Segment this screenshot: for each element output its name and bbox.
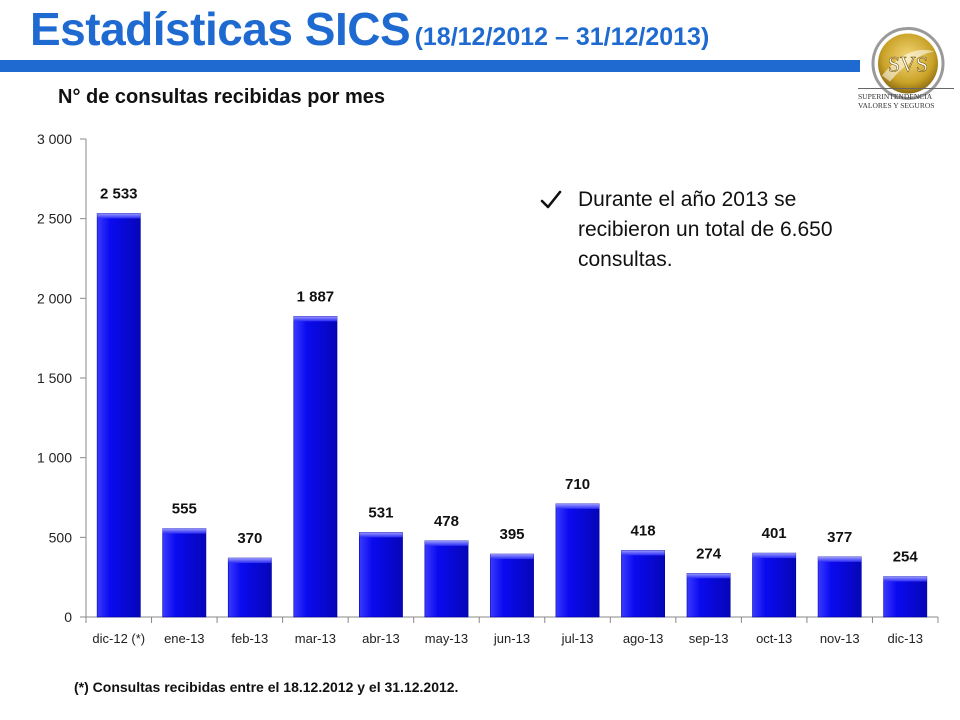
summary-note-text: Durante el año 2013 se recibieron un tot… [578,188,833,271]
bar-cap [97,213,141,219]
bar-cap [359,532,403,538]
logo-swoosh [882,49,934,82]
logo-caption-rule [858,88,954,89]
bar-cap [162,528,206,534]
x-tick-label: abr-13 [362,631,400,646]
title-underline [0,60,860,72]
logo-caption-line2: VALORES Y SEGUROS [858,101,935,110]
x-tick-label: dic-13 [888,631,923,646]
bar-cap [228,558,272,564]
svs-logo: SVS [871,27,945,100]
data-labels: 2 533 555 370 1 887 531 478 395 710 418 274 401 377… [100,185,918,565]
bar [227,557,272,618]
bar [293,316,338,618]
chart-subtitle: N° de consultas recibidas por mes [58,86,385,108]
bar [686,573,731,618]
bar [817,556,862,618]
bar-cap [883,576,927,582]
bar-chart: 0 500 1 000 1 500 2 000 2 500 3 000 dic-12 (*)… [37,131,939,646]
x-tick-label: feb-13 [231,631,268,646]
bar-cap [293,316,338,322]
x-tick-label: nov-13 [820,631,860,646]
bar [490,553,534,618]
data-label: 710 [565,476,590,493]
x-tick-label: sep-13 [689,631,729,646]
bar [883,576,928,618]
x-tick-label: may-13 [425,631,468,646]
bar-cap [752,553,796,559]
bar [555,503,600,618]
bar [752,552,797,618]
y-tick-label: 2 000 [37,290,72,306]
title-date-range: (18/12/2012 – 31/12/2013) [414,23,710,51]
bar [358,532,403,618]
footnote: (*) Consultas recibidas entre el 18.12.2… [74,679,459,695]
logo-caption-line1: SUPERINTENDENCIA [858,92,933,101]
data-label: 1 887 [297,288,335,305]
x-tick-label: mar-13 [295,631,336,646]
data-label: 377 [827,529,852,546]
bar-cap [424,540,469,546]
summary-note: Durante el año 2013 se recibieron un tot… [540,185,840,275]
y-tick-label: 0 [64,609,72,625]
y-tick-label: 2 500 [37,211,72,227]
bar [621,550,666,618]
y-axis: 0 500 1 000 1 500 2 000 2 500 3 000 [37,131,87,625]
data-label: 418 [631,522,656,539]
y-tick-label: 500 [49,529,73,545]
bar [96,213,141,618]
x-tick-label: ene-13 [164,631,204,646]
x-tick-label: oct-13 [756,631,792,646]
data-label: 370 [237,530,262,547]
logo-caption: SUPERINTENDENCIA VALORES Y SEGUROS [858,88,958,110]
y-tick-label: 1 000 [37,450,72,466]
logo-monogram: SVS [888,52,928,77]
bars [96,213,928,618]
title-main: Estadísticas SICS [30,3,411,55]
page-title: Estadísticas SICS (18/12/2012 – 31/12/20… [30,2,709,56]
x-axis: dic-12 (*) ene-13 feb-13 mar-13 abr-13 may-13… [85,616,939,646]
data-label: 531 [368,504,393,521]
data-label: 395 [499,526,524,543]
data-label: 401 [762,525,787,542]
y-tick-label: 1 500 [37,370,72,386]
bar-cap [490,554,534,560]
bar [424,540,469,618]
check-icon [540,190,562,209]
data-label: 2 533 [100,185,138,202]
data-label: 274 [696,545,722,562]
data-label: 555 [172,501,197,518]
x-tick-label: ago-13 [623,631,663,646]
data-label: 254 [893,549,919,566]
bar-cap [818,556,862,562]
x-tick-label: jul-13 [561,631,594,646]
x-tick-label: jun-13 [493,631,530,646]
y-tick-label: 3 000 [37,131,72,147]
bar-cap [621,550,665,556]
x-tick-label: dic-12 (*) [92,631,145,646]
bar-cap [686,573,731,579]
data-label: 478 [434,513,459,530]
bar-cap [555,503,600,509]
bar [162,528,207,618]
